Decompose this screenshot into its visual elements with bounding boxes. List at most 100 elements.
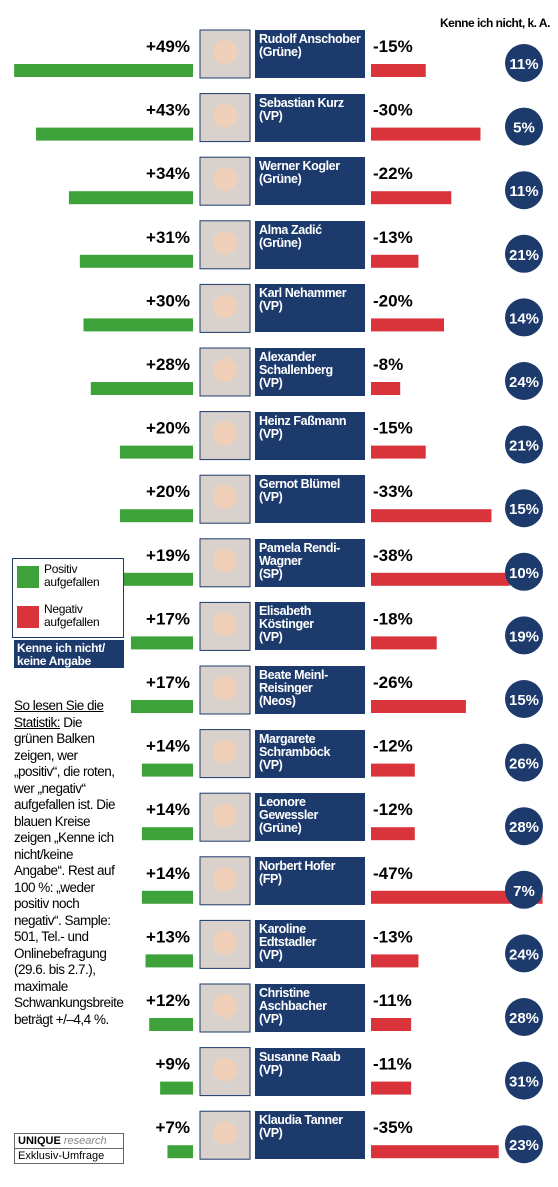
negative-label: -30% — [373, 101, 413, 120]
photo-face — [213, 1121, 237, 1146]
unknown-label: 19% — [509, 628, 539, 645]
positive-label: +12% — [146, 991, 190, 1010]
negative-bar — [371, 636, 437, 650]
person-name: Alma Zadić — [259, 222, 322, 237]
negative-label: -13% — [373, 228, 413, 247]
photo-face — [213, 167, 237, 192]
negative-label: -22% — [373, 164, 413, 183]
unknown-label: 15% — [509, 692, 539, 709]
person-name: Alexander Schallenberg — [259, 350, 333, 377]
unknown-circle — [505, 298, 543, 337]
positive-label: +28% — [146, 355, 190, 374]
negative-label: -15% — [373, 37, 413, 56]
party: (Grüne) — [259, 821, 302, 836]
legend-swatch — [17, 566, 39, 588]
photo-face — [213, 676, 237, 700]
positive-bar — [90, 382, 193, 395]
negative-label: -12% — [373, 737, 413, 756]
name-box: Susanne Raab (VP) — [255, 1047, 365, 1096]
name-box: Alexander Schallenberg (VP) — [255, 348, 365, 396]
positive-bar — [149, 1018, 193, 1031]
unknown-circle — [505, 807, 543, 846]
legend-label: Kenne ich nicht/ keine Angabe — [17, 641, 105, 668]
positive-bar — [141, 827, 193, 841]
photo-face — [213, 485, 237, 510]
positive-label: +14% — [146, 737, 190, 756]
name-box: Leonore Gewessler (Grüne) — [255, 793, 365, 842]
negative-label: -18% — [373, 609, 413, 628]
positive-bar — [141, 890, 193, 904]
negative-label: -20% — [373, 291, 413, 310]
source-box: UNIQUE research Exklusiv-Umfrage — [14, 1133, 124, 1164]
person-name: Rudolf Anschober — [259, 32, 361, 46]
negative-bar — [371, 700, 466, 713]
negative-label: -38% — [373, 546, 413, 565]
party: (Neos) — [259, 694, 296, 708]
name-box: Gernot Blümel (VP) — [255, 475, 365, 524]
unknown-circle — [505, 680, 543, 718]
legend-label: Negativ aufgefallen — [44, 602, 100, 629]
photo-face — [213, 994, 237, 1018]
unknown-circle — [505, 489, 543, 528]
party: (Grüne) — [259, 235, 302, 250]
unknown-label: 11% — [509, 56, 538, 73]
party: (VP) — [259, 948, 283, 963]
positive-bar — [14, 64, 194, 77]
person-name: Pamela Rendi-Wagner — [259, 540, 340, 568]
unknown-circle — [505, 616, 543, 655]
positive-bar — [130, 700, 193, 713]
positive-label: +30% — [146, 291, 190, 310]
unknown-label: 28% — [509, 819, 539, 836]
unknown-circle — [505, 552, 543, 591]
unknown-circle — [505, 107, 543, 146]
note-body: So lesen Sie die Statistik: Die grünen B… — [14, 698, 124, 1028]
name-box: Heinz Faßmann (VP) — [255, 411, 365, 460]
positive-label: +31% — [146, 228, 190, 247]
unknown-label: 23% — [509, 1137, 539, 1154]
photo-face — [213, 1057, 237, 1082]
positive-bar — [160, 1081, 193, 1095]
negative-bar — [371, 445, 426, 459]
positive-label: +20% — [146, 419, 190, 438]
unknown-label: 15% — [509, 501, 539, 518]
party: (FP) — [259, 871, 282, 886]
unknown-circle — [505, 234, 543, 273]
source-brand-sub: research — [63, 1135, 107, 1147]
photo — [199, 919, 251, 969]
party: (VP) — [259, 108, 283, 123]
unknown-circle — [505, 425, 543, 464]
photo-face — [213, 40, 237, 64]
negative-bar — [371, 64, 426, 77]
positive-label: +14% — [146, 864, 190, 883]
positive-bar — [120, 445, 193, 459]
positive-label: +34% — [146, 164, 190, 183]
unknown-circle — [505, 362, 543, 400]
person-name: Beate Meinl-Reisinger — [259, 668, 328, 695]
positive-label: +43% — [146, 101, 190, 120]
positive-label: +49% — [146, 37, 190, 56]
positive-bar — [120, 509, 193, 523]
column-header: Kenne ich nicht, k. A. — [440, 16, 550, 30]
party: (VP) — [259, 299, 283, 314]
negative-bar — [371, 890, 543, 904]
name-box: Rudolf Anschober (Grüne) — [255, 30, 365, 78]
name-box: Beate Meinl-Reisinger (Neos) — [255, 666, 365, 714]
name-box: Sebastian Kurz (VP) — [255, 93, 365, 142]
person-name: Klaudia Tanner — [259, 1113, 343, 1128]
unknown-label: 21% — [509, 438, 539, 455]
name-box: Karoline Edtstadler (VP) — [255, 920, 365, 969]
unknown-label: 11% — [509, 183, 538, 200]
legend — [12, 558, 124, 638]
person-name: Leonore Gewessler — [259, 795, 318, 823]
person-name: Margarete Schramböck — [259, 731, 331, 759]
positive-bar — [36, 127, 193, 141]
photo-face — [213, 739, 237, 764]
name-box: Klaudia Tanner (VP) — [255, 1111, 365, 1160]
negative-bar — [371, 572, 510, 586]
negative-bar — [371, 954, 419, 968]
name-box: Pamela Rendi-Wagner (SP) — [255, 538, 365, 587]
positive-label: +20% — [146, 482, 190, 501]
negative-label: -13% — [373, 927, 413, 946]
positive-bar — [83, 318, 193, 332]
